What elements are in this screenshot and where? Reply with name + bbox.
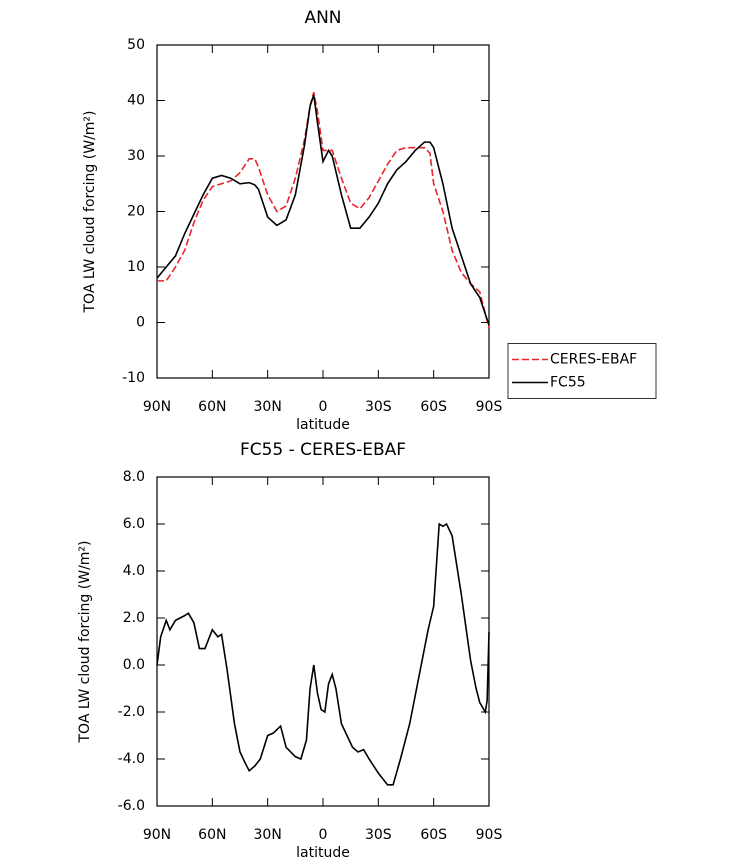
data-line [157,91,490,329]
x-tick-label: 90S [476,827,503,843]
data-line [156,94,490,326]
y-axis-label: TOA LW cloud forcing (W/m²) [82,111,98,314]
x-tick-label: 60N [198,399,226,415]
y-tick-label: -6.0 [118,798,145,814]
x-tick-label: 90N [143,399,171,415]
x-tick-label: 90N [143,827,171,843]
x-tick-label: 0 [319,399,328,415]
y-tick-label: 20 [127,204,145,220]
y-tick-label: 0.0 [123,657,145,673]
y-axis-label: TOA LW cloud forcing (W/m²) [77,541,93,744]
y-tick-label: 2.0 [123,610,145,626]
chart-title: FC55 - CERES-EBAF [240,440,406,460]
y-tick-label: 10 [127,259,145,275]
x-tick-label: 30N [254,399,282,415]
x-axis-label: latitude [296,845,350,861]
data-line [156,522,490,786]
x-tick-label: 0 [319,827,328,843]
y-tick-label: 0 [136,315,145,331]
x-tick-label: 30S [365,827,392,843]
plot-frame [156,44,490,379]
y-tick-label: -10 [122,370,145,386]
legend-label: CERES-EBAF [550,352,637,368]
x-tick-label: 30N [254,827,282,843]
x-tick-label: 60N [198,827,226,843]
x-tick-label: 90S [476,399,503,415]
y-tick-label: 50 [127,37,145,53]
x-tick-label: 60S [420,827,447,843]
y-tick-label: -4.0 [118,751,145,767]
x-tick-label: 30S [365,399,392,415]
x-axis-label: latitude [296,417,350,433]
legend-label: FC55 [550,375,586,391]
y-tick-label: 8.0 [123,469,145,485]
chart-title: ANN [304,8,341,28]
y-tick-label: -2.0 [118,704,145,720]
y-tick-label: 40 [127,93,145,109]
x-tick-label: 60S [420,399,447,415]
y-tick-label: 30 [127,148,145,164]
y-tick-label: 4.0 [123,563,145,579]
y-tick-label: 6.0 [123,516,145,532]
legend-box [507,343,657,399]
